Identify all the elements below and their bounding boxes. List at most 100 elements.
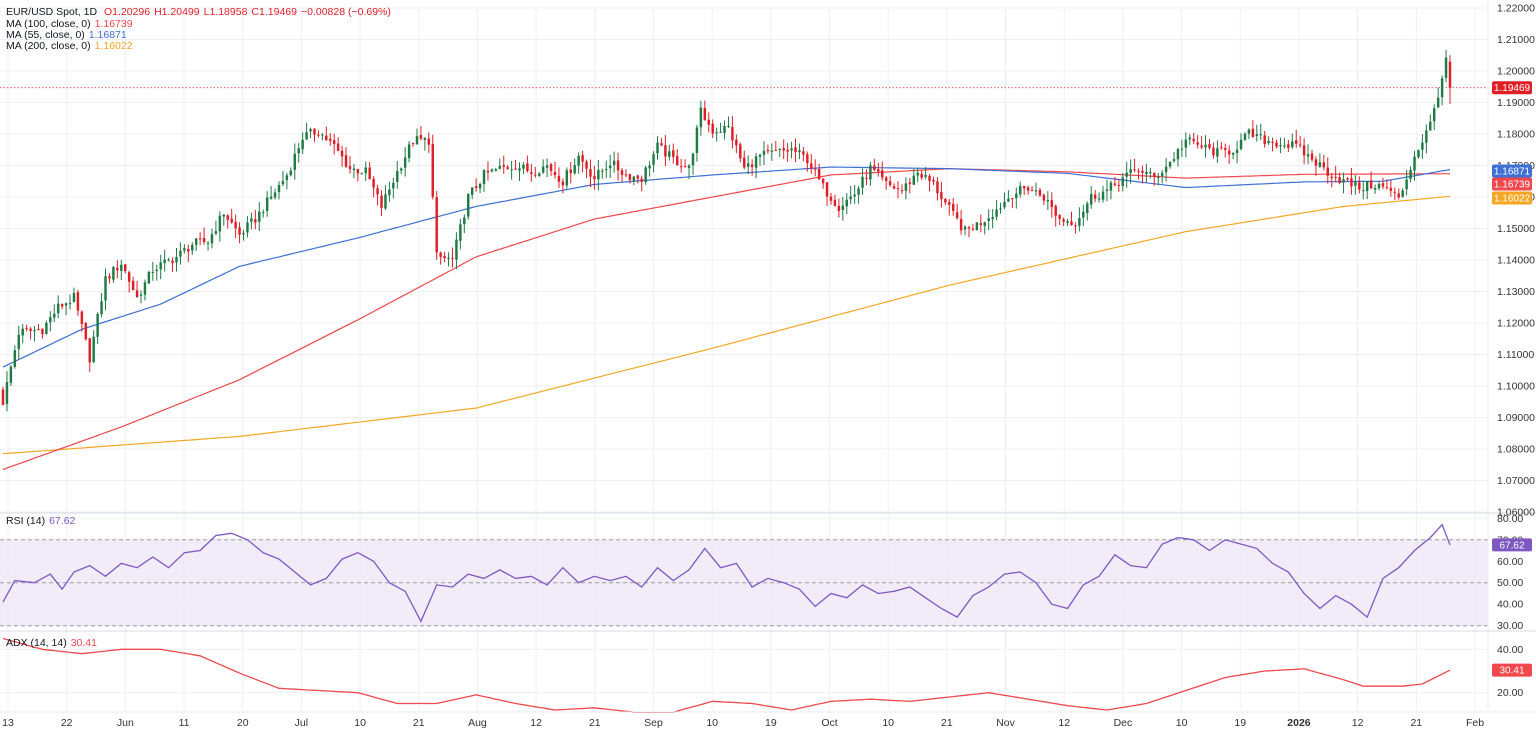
candle[interactable] xyxy=(37,324,40,331)
candle[interactable] xyxy=(636,174,640,184)
candle[interactable] xyxy=(100,292,103,318)
time-axis[interactable]: 13 22 Jun 11 20 Jul 10 21 Aug 12 21 Sep 10 19 Oct 10 21 N… xyxy=(2,717,1484,729)
candle[interactable] xyxy=(396,161,399,189)
candle[interactable] xyxy=(975,222,979,231)
candle[interactable] xyxy=(340,145,344,167)
candle[interactable] xyxy=(585,159,588,178)
candle[interactable] xyxy=(96,312,99,345)
candle[interactable] xyxy=(1425,124,1428,154)
candle[interactable] xyxy=(242,229,245,241)
candle[interactable] xyxy=(1318,153,1322,168)
candle[interactable] xyxy=(774,140,778,152)
candle[interactable] xyxy=(727,116,730,128)
candle[interactable] xyxy=(1101,185,1105,203)
candle[interactable] xyxy=(510,160,513,180)
candle[interactable] xyxy=(569,161,572,184)
candle[interactable] xyxy=(549,162,553,176)
candle[interactable] xyxy=(470,187,474,200)
candle[interactable] xyxy=(415,128,419,145)
candle[interactable] xyxy=(60,303,64,310)
candle[interactable] xyxy=(1436,87,1440,109)
candle[interactable] xyxy=(936,177,939,201)
candle[interactable] xyxy=(218,211,222,242)
candle[interactable] xyxy=(348,156,352,174)
candle[interactable] xyxy=(139,290,143,304)
candle[interactable] xyxy=(1137,168,1140,180)
candle[interactable] xyxy=(782,139,785,160)
candle[interactable] xyxy=(1421,134,1424,159)
candle[interactable] xyxy=(108,273,111,284)
candle[interactable] xyxy=(1019,181,1022,198)
candle[interactable] xyxy=(1417,149,1420,159)
candle[interactable] xyxy=(979,214,983,233)
candle[interactable] xyxy=(147,270,151,284)
candle[interactable] xyxy=(620,168,624,183)
candle[interactable] xyxy=(1377,180,1381,191)
candle[interactable] xyxy=(541,159,545,174)
candle[interactable] xyxy=(171,257,174,272)
candle[interactable] xyxy=(739,142,742,163)
candle[interactable] xyxy=(1401,188,1404,198)
candle[interactable] xyxy=(262,209,265,218)
candle[interactable] xyxy=(817,163,821,181)
candle[interactable] xyxy=(672,143,675,164)
candle[interactable] xyxy=(770,143,774,161)
candle[interactable] xyxy=(518,162,521,182)
candle[interactable] xyxy=(656,136,659,160)
candle[interactable] xyxy=(360,172,364,175)
candles-layer[interactable] xyxy=(1,50,1452,412)
candle[interactable] xyxy=(356,168,360,182)
candle[interactable] xyxy=(372,176,375,198)
candle[interactable] xyxy=(1066,218,1069,227)
candle[interactable] xyxy=(608,154,612,179)
candle[interactable] xyxy=(778,148,781,157)
candle[interactable] xyxy=(537,172,541,177)
candle[interactable] xyxy=(238,222,241,244)
candle[interactable] xyxy=(743,150,746,170)
candle[interactable] xyxy=(754,153,758,179)
candle[interactable] xyxy=(68,294,72,310)
candle[interactable] xyxy=(601,168,604,179)
candle[interactable] xyxy=(593,165,596,190)
ma200-legend[interactable]: MA (200, close, 0) 1.16022 xyxy=(6,40,133,52)
candle[interactable] xyxy=(1275,139,1278,149)
candle[interactable] xyxy=(1212,142,1215,159)
candle[interactable] xyxy=(1141,165,1144,184)
candle[interactable] xyxy=(25,324,28,332)
candle[interactable] xyxy=(624,169,628,178)
candle[interactable] xyxy=(1247,128,1251,140)
candle[interactable] xyxy=(1444,50,1448,83)
candle[interactable] xyxy=(9,365,13,387)
candle[interactable] xyxy=(1271,137,1274,152)
adx-legend[interactable]: ADX (14, 14) 30.41 xyxy=(6,637,97,649)
candle[interactable] xyxy=(1448,55,1452,104)
candle[interactable] xyxy=(1113,176,1117,187)
candle[interactable] xyxy=(1255,124,1259,142)
candle[interactable] xyxy=(321,132,324,141)
candle[interactable] xyxy=(258,202,261,232)
candle[interactable] xyxy=(1287,139,1290,152)
ma55-legend[interactable]: MA (55, close, 0) 1.16871 xyxy=(6,29,127,41)
candle[interactable] xyxy=(711,119,714,139)
candle[interactable] xyxy=(179,242,182,265)
candle[interactable] xyxy=(187,244,190,263)
candle[interactable] xyxy=(790,141,793,159)
candle[interactable] xyxy=(120,259,123,281)
candle[interactable] xyxy=(206,241,210,251)
candle[interactable] xyxy=(1322,154,1326,171)
candle[interactable] xyxy=(41,328,44,339)
candle[interactable] xyxy=(853,184,856,204)
candle[interactable] xyxy=(53,304,56,323)
candle[interactable] xyxy=(151,261,155,281)
candle[interactable] xyxy=(833,194,837,207)
candle[interactable] xyxy=(1243,132,1247,141)
candle[interactable] xyxy=(660,137,663,147)
candle[interactable] xyxy=(1180,139,1184,157)
candle[interactable] xyxy=(1157,172,1160,186)
candle[interactable] xyxy=(435,191,438,260)
candle[interactable] xyxy=(277,181,281,200)
candle[interactable] xyxy=(1433,104,1436,131)
candle[interactable] xyxy=(325,126,328,141)
candle[interactable] xyxy=(72,287,76,303)
candle[interactable] xyxy=(545,158,549,177)
